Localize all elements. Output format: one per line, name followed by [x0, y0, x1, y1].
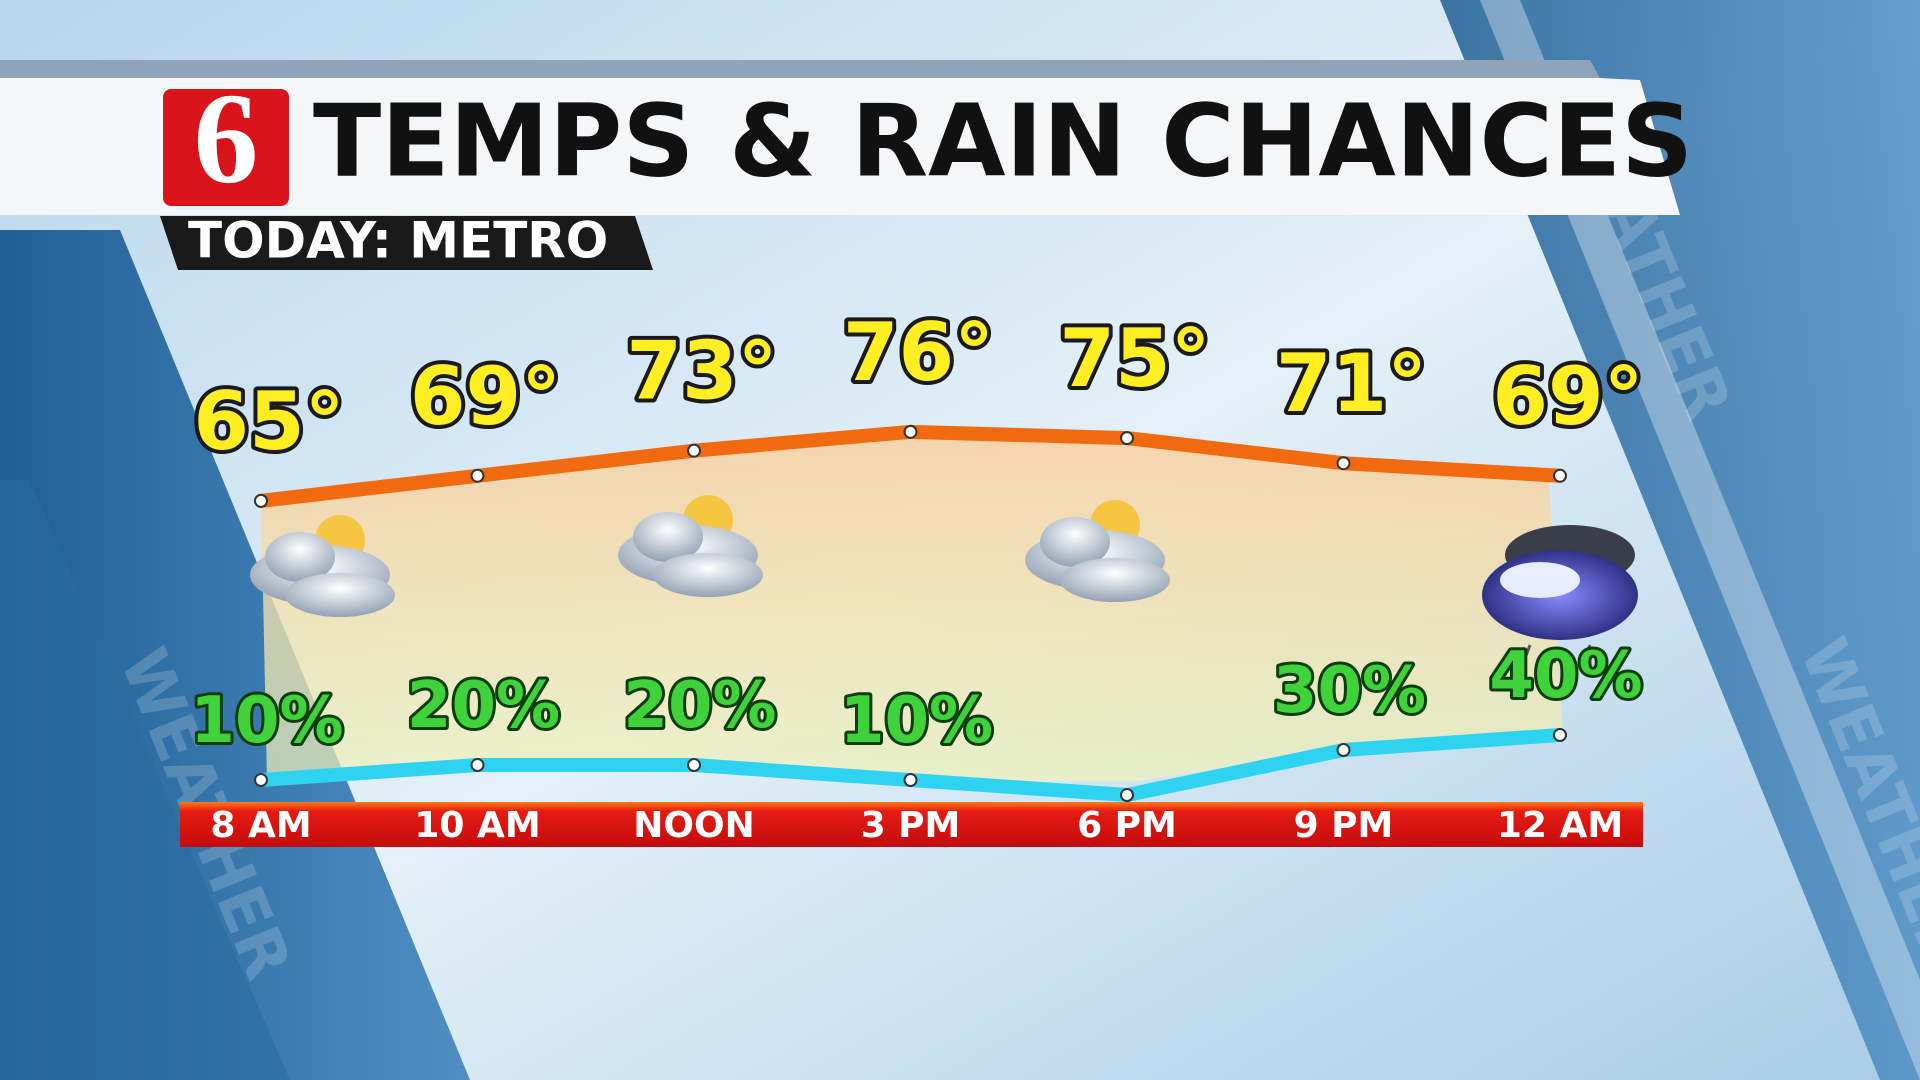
temperature-label: 69° [1492, 350, 1643, 443]
data-point [903, 773, 918, 787]
x-tick-label: 9 PM [1294, 805, 1394, 846]
station-logo [163, 89, 289, 206]
partly-cloudy-icon [250, 515, 395, 617]
temperature-label: 76° [843, 306, 994, 399]
title-banner-edge [0, 60, 1600, 78]
x-tick-label: 10 AM [414, 805, 540, 846]
subtitle-banner [160, 216, 653, 270]
rain-chance-label: 30% [1273, 654, 1426, 728]
time-axis-bar [180, 802, 1643, 847]
rain-chance-label: 10% [190, 684, 343, 758]
temperature-label: 73° [626, 325, 777, 418]
chart-subtitle: TODAY: METRO [188, 212, 608, 270]
x-tick-label: 6 PM [1077, 805, 1177, 846]
temperature-label: 71° [1276, 337, 1427, 430]
thunderstorm-icon [1482, 525, 1638, 664]
data-point [470, 468, 485, 483]
rain-chance-label: 10% [840, 684, 993, 758]
partly-cloudy-icon [618, 495, 763, 597]
logo-number: 6 [194, 67, 259, 211]
rain-chance-label: 20% [407, 669, 560, 743]
data-point [254, 493, 268, 508]
data-point [1336, 743, 1351, 757]
data-point [1120, 431, 1134, 446]
right-panel-stripe [1480, 0, 1920, 1080]
x-tick-label: NOON [633, 805, 754, 846]
temperature-label: 65° [193, 375, 344, 468]
data-point [254, 773, 268, 787]
data-point [1336, 456, 1351, 471]
x-tick-label: 12 AM [1497, 805, 1623, 846]
data-point [687, 758, 701, 772]
title-banner [0, 78, 1680, 215]
data-point [1553, 468, 1567, 483]
rain-chance-label: 40% [1489, 639, 1642, 713]
temperature-label: 69° [410, 350, 561, 443]
right-panel [1440, 0, 1920, 1080]
partly-cloudy-icon [1025, 500, 1170, 602]
data-point [1120, 788, 1134, 802]
left-panel-edge [0, 480, 290, 1080]
chart-title: TEMPS & RAIN CHANCES [313, 82, 1693, 199]
rain-chance-label: 20% [623, 669, 776, 743]
temperature-area [261, 432, 1563, 782]
x-tick-label: 8 AM [210, 805, 311, 846]
data-point [470, 758, 485, 772]
data-point [1553, 728, 1567, 742]
x-tick-label: 3 PM [861, 805, 961, 846]
data-point [687, 443, 701, 458]
data-point [903, 424, 918, 439]
temperature-label: 75° [1059, 312, 1210, 405]
